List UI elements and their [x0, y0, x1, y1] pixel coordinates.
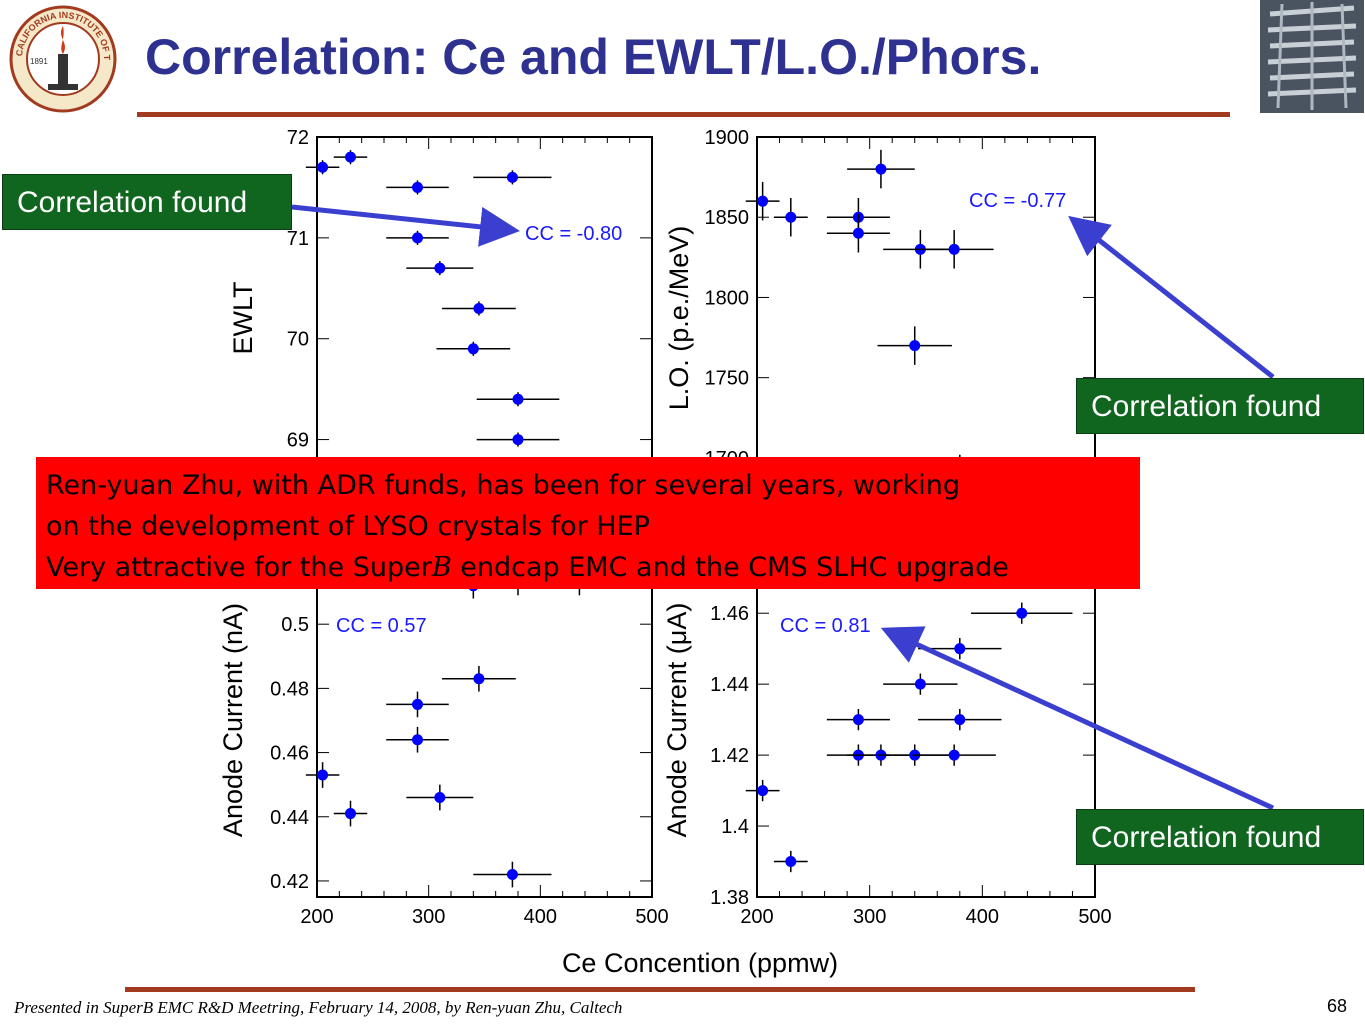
- plot-4-y-tick-label: 1.42: [710, 745, 749, 767]
- callout-correlation-found-1: Correlation found: [2, 174, 292, 230]
- plot-1-data-point: [345, 151, 356, 163]
- plot-4-data-point: [785, 856, 797, 868]
- logo-year: 1891: [30, 57, 48, 66]
- crystal-photo: [1260, 0, 1364, 113]
- plot-2-y-tick-label: 1750: [705, 368, 750, 390]
- plot-3-y-tick-label: 0.5: [281, 614, 309, 636]
- plot-3-frame: [316, 559, 653, 898]
- plot-2-data-point: [785, 211, 797, 223]
- plot-1-y-axis-label: EWLT: [228, 282, 258, 355]
- plot-4-x-tick-label: 500: [1078, 906, 1111, 928]
- plot-3-data-point: [434, 792, 446, 804]
- plot-1-data-point: [512, 393, 524, 405]
- plot-4-data-point: [914, 678, 926, 690]
- plot-4-y-tick-label: 1.44: [710, 674, 749, 696]
- plot-3-y-tick-label: 0.42: [270, 871, 309, 893]
- plot-3-data-point: [317, 769, 329, 781]
- plot-1-data-point: [473, 302, 485, 314]
- plot-4-y-axis-label: Anode Current (μA): [662, 603, 692, 838]
- banner-line-3-italic: B: [431, 552, 452, 583]
- title-rule: [137, 112, 1230, 117]
- plot-4-y-tick-label: 1.4: [721, 816, 749, 838]
- plot-3-x-tick-label: 400: [524, 906, 557, 928]
- plot-4-data-point: [852, 714, 864, 726]
- callout-arrow-1: [291, 204, 520, 247]
- plot-3-data-point: [412, 698, 423, 710]
- plot-1-data-point: [512, 434, 524, 446]
- banner-line-2: on the development of LYSO crystals for …: [46, 511, 650, 542]
- plot-2-y-tick-label: 1800: [705, 287, 750, 309]
- plot-3-y-axis-label: Anode Current (nA): [218, 603, 248, 837]
- plot-3-data-point: [473, 673, 485, 685]
- callout-correlation-found-3: Correlation found: [1076, 809, 1364, 865]
- plot-1-data-point: [317, 161, 329, 173]
- plot-2-cc-annotation: CC = -0.77: [969, 190, 1066, 212]
- plot-2-y-tick-label: 1850: [705, 207, 750, 229]
- plot-2-data-point: [757, 195, 769, 207]
- plot-4-cc-annotation: CC = 0.81: [780, 615, 871, 637]
- plot-2-data-point: [909, 340, 921, 352]
- plot-1-data-point: [467, 343, 479, 355]
- banner-line-3-suffix: endcap EMC and the CMS SLHC upgrade: [451, 552, 1009, 583]
- plot-1-data-point: [412, 181, 423, 193]
- plot-1-frame: [316, 136, 653, 491]
- plot-2-y-axis-label: L.O. (p.e./MeV): [664, 226, 694, 411]
- callout-arrow-2: [1068, 215, 1275, 379]
- plot-4-data-point: [757, 785, 769, 797]
- plot-3-x-tick-label: 200: [300, 906, 333, 928]
- plot-1-cc-annotation: CC = -0.80: [525, 223, 622, 245]
- plot-3-x-tick-label: 300: [412, 906, 445, 928]
- plot-4-frame: [756, 559, 1096, 898]
- adr-banner: Ren-yuan Zhu, with ADR funds, has been f…: [36, 457, 1140, 589]
- plot-4-data-point: [954, 714, 966, 726]
- banner-line-3: Very attractive for the SuperB endcap EM…: [46, 547, 1140, 588]
- plot-4-data-point: [948, 749, 960, 761]
- plot-4-x-tick-label: 400: [966, 906, 999, 928]
- caltech-seal-logo: 1891 CALIFORNIA INSTITUTE OF TECHNOLOGY: [8, 4, 117, 113]
- plot-1-y-tick-label: 71: [287, 228, 309, 250]
- plot-3-cc-annotation: CC = 0.57: [336, 615, 427, 637]
- plot-3-data-point: [506, 869, 518, 881]
- plot-3-y-tick-label: 0.46: [270, 743, 309, 765]
- slide-title: Correlation: Ce and EWLT/L.O./Phors.: [145, 29, 1042, 85]
- footer-rule: [125, 987, 1195, 992]
- plot-2-data-point: [852, 227, 864, 239]
- plot-3-data-point: [345, 808, 356, 820]
- plot-2-data-point: [948, 243, 960, 255]
- x-axis-label: Ce Concention (ppmw): [562, 948, 838, 978]
- callout-arrow-3: [880, 626, 1275, 811]
- plot-4-y-tick-label: 1.46: [710, 603, 749, 625]
- plot-4-data-point: [954, 643, 966, 655]
- plot-1-y-tick-label: 72: [287, 127, 309, 149]
- plot-2-y-tick-label: 1900: [705, 127, 750, 149]
- plot-1-y-tick-label: 69: [287, 430, 309, 452]
- plot-1-y-tick-label: 70: [287, 329, 309, 351]
- callout-correlation-found-2: Correlation found: [1076, 378, 1364, 434]
- plot-4-x-tick-label: 200: [740, 906, 773, 928]
- banner-line-1: Ren-yuan Zhu, with ADR funds, has been f…: [46, 470, 960, 501]
- plot-3-data-point: [412, 734, 423, 746]
- plot-1-data-point: [506, 171, 518, 183]
- plot-2-data-point: [875, 163, 887, 175]
- plot-4-y-tick-label: 1.38: [710, 887, 749, 909]
- banner-line-3-prefix: Very attractive for the Super: [46, 552, 432, 583]
- plot-4-data-point: [1016, 607, 1028, 619]
- footer-text: Presented in SuperB EMC R&D Meetring, Fe…: [14, 998, 623, 1017]
- plot-3-y-tick-label: 0.44: [270, 807, 309, 829]
- plot-3-x-tick-label: 500: [635, 906, 668, 928]
- page-number: 68: [1327, 996, 1348, 1016]
- plot-4-x-tick-label: 300: [853, 906, 886, 928]
- plot-1-data-point: [434, 262, 446, 274]
- plot-3-y-tick-label: 0.48: [270, 678, 309, 700]
- plot-1-data-point: [412, 232, 423, 244]
